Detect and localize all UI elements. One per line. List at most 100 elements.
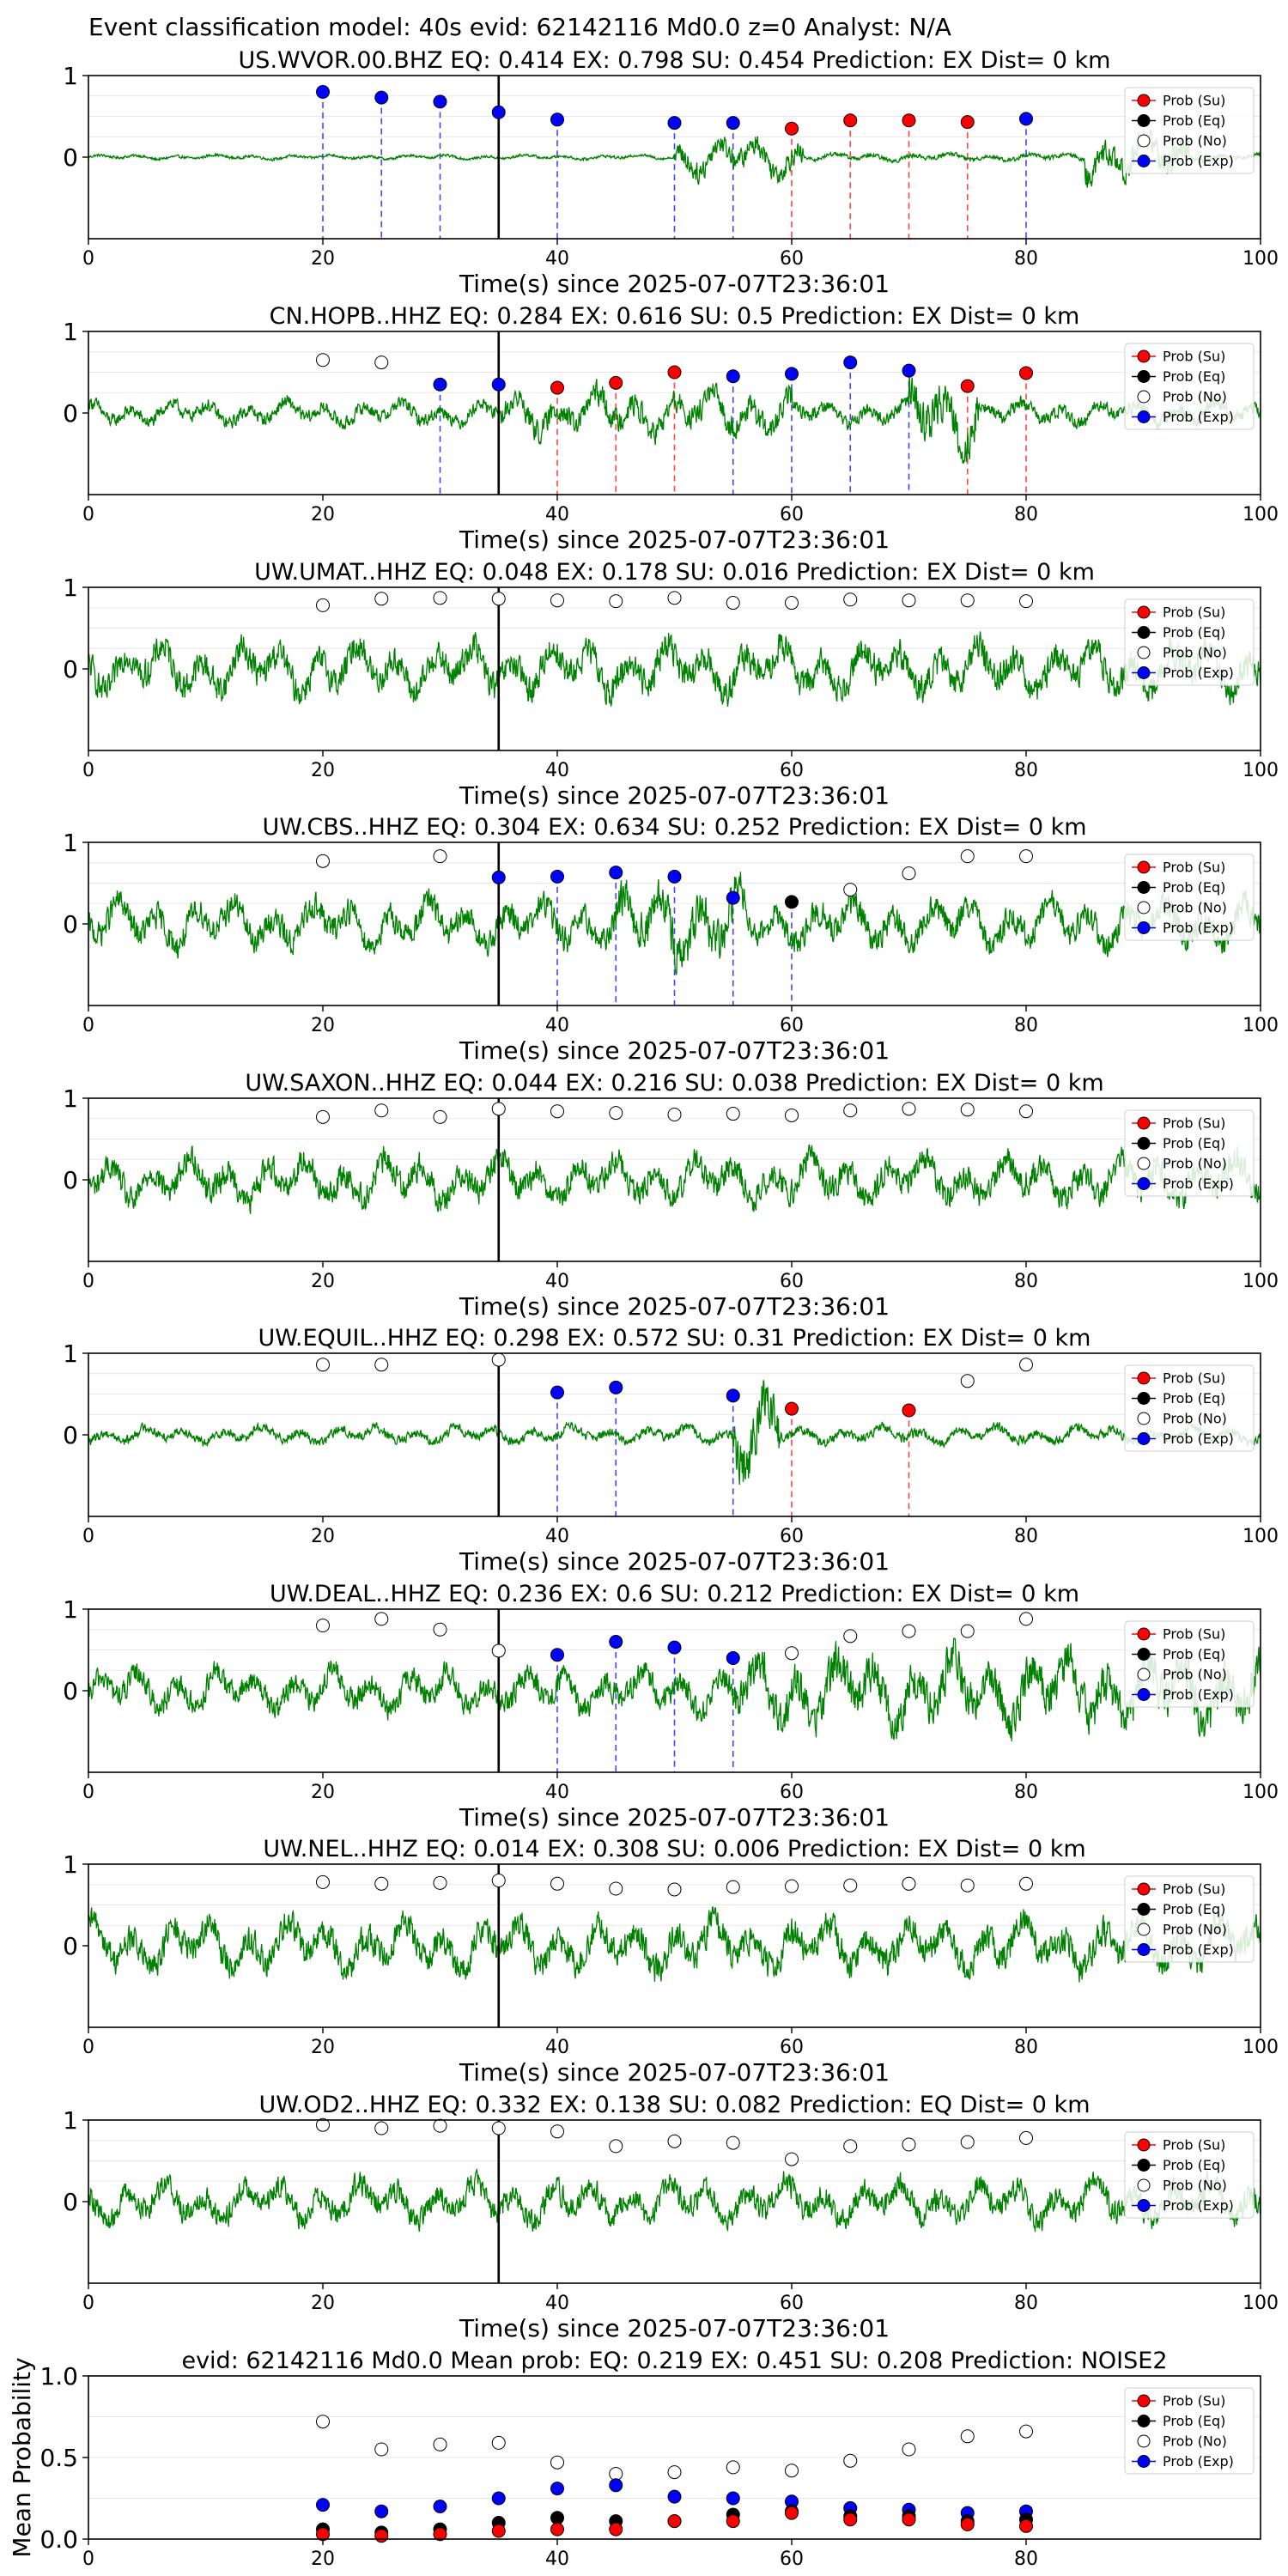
- mean-prob-marker-no: [960, 2429, 975, 2444]
- prob-marker-no: [550, 1104, 564, 1119]
- panel-title: UW.OD2..HHZ EQ: 0.332 EX: 0.138 SU: 0.08…: [258, 2092, 1090, 2118]
- station-panels: US.WVOR.00.BHZ EQ: 0.414 EX: 0.798 SU: 0…: [8, 47, 1279, 2570]
- legend-label: Prob (No): [1163, 133, 1227, 149]
- legend-swatch-marker: [1137, 605, 1151, 619]
- legend-frame: [1124, 1109, 1255, 1197]
- legend-swatch-marker: [1137, 370, 1151, 383]
- prob-marker-no: [433, 849, 447, 864]
- prob-marker-no: [433, 2118, 447, 2133]
- x-tick-label: 0: [82, 1526, 94, 1547]
- x-tick-label: 80: [1014, 1526, 1038, 1547]
- x-tick-label: 40: [545, 1782, 569, 1803]
- x-tick-label: 40: [545, 2037, 569, 2058]
- legend-swatch-marker: [1137, 901, 1151, 914]
- prob-marker-no: [785, 1879, 799, 1893]
- legend-label: Prob (Eq): [1163, 112, 1225, 129]
- legend-swatch-marker: [1137, 1668, 1151, 1681]
- x-tick-label: 0: [82, 504, 94, 526]
- legend-frame: [1124, 598, 1255, 686]
- legend-swatch-marker: [1137, 1392, 1151, 1405]
- x-tick-label: 80: [1014, 2037, 1038, 2058]
- prob-marker-exp: [667, 1640, 682, 1655]
- prob-marker-no: [374, 1876, 389, 1891]
- y-tick-label: 1.0: [39, 2362, 78, 2391]
- legend-swatch-marker: [1137, 2178, 1151, 2192]
- x-axis-label: Time(s) since 2025-07-07T23:36:01: [459, 1036, 890, 1065]
- prob-marker-no: [785, 596, 799, 611]
- y-axis-label: Mean Probability: [8, 2357, 36, 2557]
- mean-prob-marker-su: [726, 2514, 740, 2529]
- prob-marker-no: [316, 854, 330, 868]
- y-tick-label: 0: [63, 910, 78, 939]
- legend-label: Prob (Exp): [1163, 920, 1234, 936]
- panel-title: UW.DEAL..HHZ EQ: 0.236 EX: 0.6 SU: 0.212…: [270, 1581, 1079, 1607]
- legend-label: Prob (Su): [1163, 349, 1225, 365]
- x-axis-label: Time(s) since 2025-07-07T23:36:01: [459, 2314, 890, 2342]
- legend-frame: [1124, 2387, 1255, 2475]
- x-tick-label: 100: [1242, 1271, 1279, 1292]
- legend-frame: [1124, 87, 1255, 174]
- legend-label: Prob (Su): [1163, 1115, 1225, 1132]
- prob-marker-no: [316, 353, 330, 368]
- x-tick-label: 40: [545, 1526, 569, 1547]
- legend-frame: [1124, 854, 1255, 941]
- prob-marker-no: [960, 1624, 975, 1638]
- prob-marker-no: [433, 591, 447, 605]
- y-tick-label: 0: [63, 655, 78, 683]
- prob-marker-su: [785, 121, 799, 136]
- prob-marker-no: [1019, 2130, 1033, 2145]
- prob-marker-no: [1019, 1876, 1033, 1891]
- legend-label: Prob (Su): [1163, 1881, 1225, 1898]
- panel-title: UW.SAXON..HHZ EQ: 0.044 EX: 0.216 SU: 0.…: [245, 1070, 1103, 1097]
- prob-marker-no: [1019, 1358, 1033, 1372]
- prob-marker-no: [843, 1629, 858, 1643]
- mean-prob-marker-su: [667, 2514, 682, 2529]
- panel-6: UW.EQUIL..HHZ EQ: 0.298 EX: 0.572 SU: 0.…: [63, 1325, 1279, 1576]
- prob-marker-no: [550, 2124, 564, 2139]
- prob-marker-no: [1019, 849, 1033, 864]
- x-tick-label: 60: [780, 2293, 804, 2314]
- legend-swatch-marker: [1137, 410, 1151, 423]
- legend-label: Prob (No): [1163, 1667, 1227, 1683]
- prob-marker-no: [667, 1108, 682, 1121]
- x-tick-label: 0: [82, 2549, 94, 2570]
- x-tick-label: 80: [1014, 2549, 1038, 2570]
- prob-marker-exp: [374, 90, 389, 105]
- x-tick-label: 80: [1014, 1271, 1038, 1292]
- mean-prob-marker-su: [609, 2522, 623, 2537]
- legend-label: Prob (Su): [1163, 2393, 1225, 2409]
- prob-marker-no: [491, 1102, 506, 1116]
- prob-marker-no: [960, 593, 975, 608]
- prob-marker-eq: [785, 895, 799, 909]
- legend-frame: [1124, 2131, 1255, 2219]
- legend-swatch-marker: [1137, 1688, 1151, 1701]
- x-tick-label: 20: [311, 2293, 335, 2314]
- x-tick-label: 100: [1242, 1782, 1279, 1803]
- prob-marker-no: [550, 1876, 564, 1891]
- panel-2: CN.HOPB..HHZ EQ: 0.284 EX: 0.616 SU: 0.5…: [63, 303, 1279, 554]
- legend: Prob (Su) Prob (Eq) Prob (No) Prob (Exp): [1124, 1875, 1255, 1963]
- prob-marker-no: [960, 1878, 975, 1893]
- prob-marker-no: [667, 591, 682, 605]
- prob-marker-su: [550, 380, 564, 395]
- legend-label: Prob (Eq): [1163, 1646, 1225, 1662]
- x-tick-label: 0: [82, 2293, 94, 2314]
- prob-marker-no: [491, 2121, 506, 2136]
- x-tick-label: 40: [545, 504, 569, 526]
- legend-label: Prob (Exp): [1163, 665, 1234, 681]
- prob-marker-exp: [843, 355, 858, 370]
- prob-marker-exp: [433, 94, 447, 109]
- prob-marker-no: [843, 883, 858, 897]
- prob-marker-no: [316, 2117, 330, 2132]
- x-tick-label: 20: [311, 504, 335, 526]
- prob-marker-no: [609, 1881, 623, 1896]
- x-tick-label: 20: [311, 1015, 335, 1036]
- x-tick-label: 60: [780, 1526, 804, 1547]
- prob-marker-no: [1019, 594, 1033, 609]
- prob-marker-no: [785, 1108, 799, 1122]
- y-tick-label: 0: [63, 143, 78, 172]
- legend-label: Prob (Su): [1163, 1626, 1225, 1643]
- prob-marker-su: [843, 113, 858, 128]
- seismogram-trace: [88, 1380, 1261, 1485]
- prob-marker-no: [960, 1103, 975, 1117]
